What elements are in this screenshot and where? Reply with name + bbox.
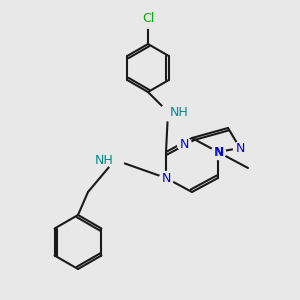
Text: N: N (214, 146, 224, 158)
Text: NH: NH (94, 154, 113, 166)
Text: N: N (213, 146, 223, 158)
Text: NH: NH (170, 106, 189, 118)
Text: N: N (161, 172, 171, 184)
Text: Cl: Cl (142, 11, 154, 25)
Text: N: N (179, 137, 189, 151)
Text: N: N (235, 142, 245, 154)
